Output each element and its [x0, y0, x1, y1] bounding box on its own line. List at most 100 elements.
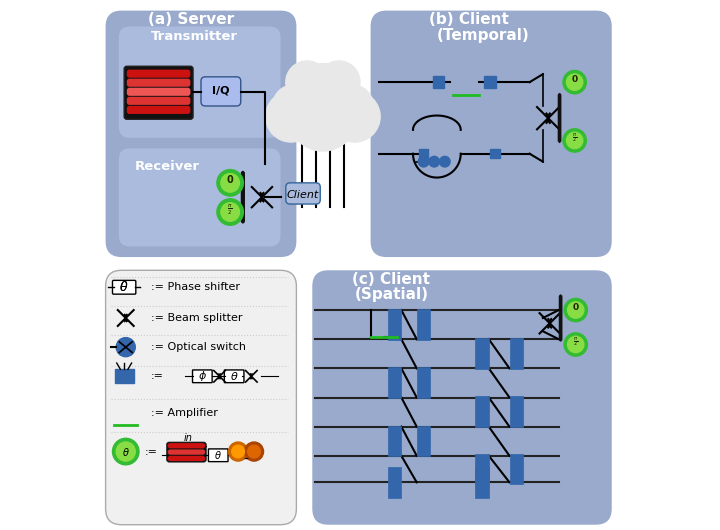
- Text: (b) Client: (b) Client: [429, 12, 509, 27]
- Circle shape: [439, 156, 450, 167]
- Circle shape: [232, 445, 245, 458]
- Bar: [475, 454, 489, 484]
- Text: (a) Server: (a) Server: [148, 12, 234, 27]
- FancyBboxPatch shape: [371, 11, 612, 257]
- Circle shape: [331, 85, 373, 127]
- FancyBboxPatch shape: [270, 109, 376, 119]
- Text: $\frac{\pi}{2}$: $\frac{\pi}{2}$: [572, 131, 577, 144]
- FancyBboxPatch shape: [558, 93, 562, 143]
- FancyBboxPatch shape: [559, 294, 562, 342]
- FancyBboxPatch shape: [124, 66, 193, 119]
- Bar: [388, 309, 401, 340]
- FancyBboxPatch shape: [127, 69, 190, 78]
- Bar: [388, 426, 401, 456]
- Text: $\frac{\pi}{2}$: $\frac{\pi}{2}$: [573, 335, 578, 348]
- Circle shape: [567, 74, 582, 90]
- Circle shape: [112, 438, 139, 465]
- FancyBboxPatch shape: [168, 449, 205, 455]
- Circle shape: [567, 302, 584, 318]
- Bar: [115, 369, 134, 383]
- Circle shape: [116, 338, 135, 357]
- FancyBboxPatch shape: [312, 270, 612, 525]
- Bar: [417, 426, 431, 456]
- Text: -: -: [243, 453, 248, 467]
- FancyBboxPatch shape: [119, 148, 281, 246]
- Text: (Temporal): (Temporal): [437, 28, 530, 43]
- Text: Client: Client: [287, 190, 319, 199]
- Circle shape: [418, 156, 429, 167]
- Circle shape: [563, 70, 586, 94]
- Circle shape: [564, 298, 588, 322]
- Text: $\frac{\pi}{2}$: $\frac{\pi}{2}$: [228, 202, 233, 217]
- Bar: [510, 396, 523, 427]
- Text: := Amplifier: := Amplifier: [150, 409, 217, 418]
- Circle shape: [429, 156, 439, 167]
- Text: 0: 0: [227, 175, 233, 185]
- Circle shape: [294, 64, 352, 122]
- Circle shape: [563, 129, 586, 152]
- Text: $\theta$: $\theta$: [214, 449, 222, 461]
- Text: 0: 0: [572, 303, 579, 312]
- Circle shape: [567, 337, 584, 352]
- FancyBboxPatch shape: [127, 87, 190, 96]
- Bar: [417, 367, 431, 398]
- Circle shape: [289, 82, 357, 151]
- FancyBboxPatch shape: [192, 370, 212, 383]
- Text: 0: 0: [572, 75, 577, 84]
- Text: in: in: [184, 433, 192, 443]
- Bar: [433, 76, 444, 88]
- Bar: [484, 76, 495, 88]
- Circle shape: [567, 132, 582, 148]
- Circle shape: [248, 445, 261, 458]
- Bar: [475, 396, 489, 427]
- Text: := Optical switch: := Optical switch: [150, 342, 246, 352]
- Circle shape: [228, 442, 248, 461]
- FancyBboxPatch shape: [127, 97, 190, 105]
- Text: :=: :=: [150, 372, 163, 381]
- Bar: [510, 338, 523, 369]
- Circle shape: [221, 174, 240, 192]
- FancyBboxPatch shape: [127, 106, 190, 114]
- Bar: [388, 367, 401, 398]
- Circle shape: [221, 203, 240, 222]
- FancyBboxPatch shape: [106, 11, 297, 257]
- Circle shape: [266, 91, 317, 142]
- Bar: [475, 338, 489, 369]
- FancyBboxPatch shape: [112, 280, 136, 294]
- Text: $\phi$: $\phi$: [198, 369, 207, 383]
- FancyBboxPatch shape: [208, 449, 228, 462]
- Circle shape: [116, 442, 135, 461]
- FancyBboxPatch shape: [225, 370, 244, 383]
- FancyBboxPatch shape: [240, 171, 245, 224]
- FancyBboxPatch shape: [201, 77, 240, 106]
- Bar: [417, 309, 431, 340]
- Text: := Beam splitter: := Beam splitter: [150, 313, 242, 323]
- Text: I/Q: I/Q: [212, 86, 230, 96]
- Text: :=: :=: [144, 447, 157, 456]
- FancyBboxPatch shape: [168, 456, 205, 461]
- Circle shape: [273, 85, 315, 127]
- FancyBboxPatch shape: [168, 443, 205, 448]
- Bar: [510, 454, 523, 484]
- Circle shape: [217, 170, 243, 196]
- FancyBboxPatch shape: [106, 270, 297, 525]
- FancyBboxPatch shape: [119, 26, 281, 138]
- Circle shape: [564, 333, 588, 356]
- Bar: [388, 467, 401, 498]
- FancyBboxPatch shape: [166, 442, 207, 462]
- Text: (c) Client: (c) Client: [352, 271, 430, 287]
- Circle shape: [286, 61, 328, 103]
- Circle shape: [245, 442, 264, 461]
- Text: (Spatial): (Spatial): [355, 287, 428, 303]
- Text: $\theta$: $\theta$: [120, 280, 129, 294]
- Text: := Phase shifter: := Phase shifter: [150, 282, 240, 292]
- Circle shape: [329, 91, 380, 142]
- Circle shape: [217, 199, 243, 225]
- FancyBboxPatch shape: [286, 183, 320, 204]
- Text: Receiver: Receiver: [135, 160, 199, 173]
- Circle shape: [318, 61, 360, 103]
- Bar: [475, 467, 489, 498]
- Bar: [419, 149, 428, 158]
- Bar: [490, 149, 500, 158]
- Text: Transmitter: Transmitter: [150, 30, 238, 43]
